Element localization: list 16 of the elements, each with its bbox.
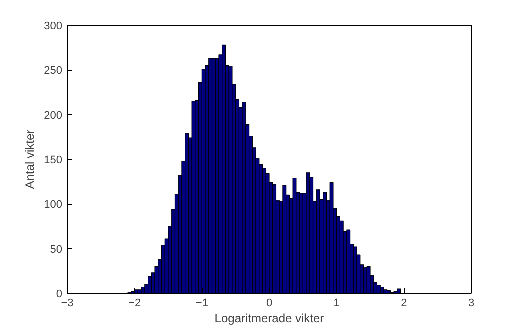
y-tick-label: 300 (44, 20, 63, 32)
x-tick-label: 0 (266, 298, 273, 310)
x-axis-title: Logaritmerade vikter (214, 312, 324, 326)
x-tick-label: 1 (334, 298, 340, 310)
y-tick-label: 0 (56, 288, 63, 300)
y-tick-label: 200 (44, 110, 63, 122)
y-tick-label: 100 (44, 199, 63, 212)
y-tick-label: 50 (50, 244, 63, 256)
y-tick-label: 150 (44, 154, 63, 166)
y-axis-title: Antal vikter (23, 130, 38, 190)
x-tick-label: −2 (128, 298, 142, 310)
x-tick-label: 3 (468, 298, 475, 310)
x-tick-label: −3 (61, 298, 74, 310)
x-tick-label: 2 (401, 298, 408, 310)
y-tick-label: 250 (44, 65, 63, 78)
x-tick-label: −1 (196, 298, 208, 310)
